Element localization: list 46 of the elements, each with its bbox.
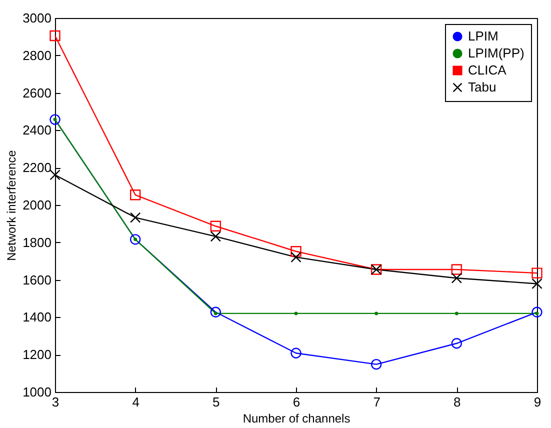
point bbox=[532, 268, 542, 278]
y-tick-label: 1600 bbox=[22, 272, 52, 288]
point bbox=[290, 348, 302, 358]
x-tick-label: 9 bbox=[534, 394, 542, 410]
point bbox=[370, 358, 382, 370]
point bbox=[130, 234, 141, 245]
point bbox=[451, 264, 462, 275]
point bbox=[451, 272, 462, 284]
point bbox=[290, 252, 302, 263]
point bbox=[50, 114, 60, 125]
x-tick-label: 6 bbox=[292, 394, 300, 410]
point bbox=[290, 246, 302, 257]
point bbox=[294, 312, 298, 316]
point bbox=[374, 312, 378, 316]
point bbox=[451, 338, 462, 349]
y-tick-label: 1400 bbox=[22, 310, 52, 325]
legend-label: Tabu bbox=[468, 80, 496, 94]
x-axis-title: Number of channels bbox=[242, 412, 350, 426]
point bbox=[130, 190, 141, 200]
legend-label: LPIM bbox=[468, 28, 498, 44]
x-tick-label: 7 bbox=[373, 394, 380, 410]
y-axis-title: Network interference bbox=[4, 150, 19, 261]
legend-label: LPIM(PP) bbox=[468, 46, 524, 60]
y-tick-label: 2400 bbox=[22, 122, 52, 138]
point bbox=[210, 306, 222, 318]
legend-label: CLICA bbox=[468, 62, 507, 78]
point bbox=[532, 278, 542, 290]
y-tick-label: 1200 bbox=[22, 347, 52, 362]
point bbox=[130, 212, 141, 223]
point bbox=[210, 231, 222, 242]
x-tick-label: 4 bbox=[132, 394, 140, 410]
y-tick-label: 1000 bbox=[22, 384, 52, 400]
point bbox=[454, 312, 458, 316]
y-tick-label: 2600 bbox=[22, 85, 52, 100]
x-tick-label: 3 bbox=[52, 394, 60, 410]
y-tick-label: 2200 bbox=[22, 160, 52, 176]
point bbox=[532, 306, 542, 318]
y-tick-label: 3000 bbox=[22, 10, 52, 26]
y-tick-label: 2800 bbox=[22, 48, 52, 63]
y-tick-label: 1800 bbox=[22, 234, 52, 250]
x-tick-label: 5 bbox=[212, 394, 220, 410]
point bbox=[210, 220, 222, 232]
point bbox=[50, 170, 60, 180]
x-tick-label: 8 bbox=[454, 394, 461, 410]
point bbox=[50, 30, 60, 42]
y-tick-label: 2000 bbox=[22, 198, 52, 212]
